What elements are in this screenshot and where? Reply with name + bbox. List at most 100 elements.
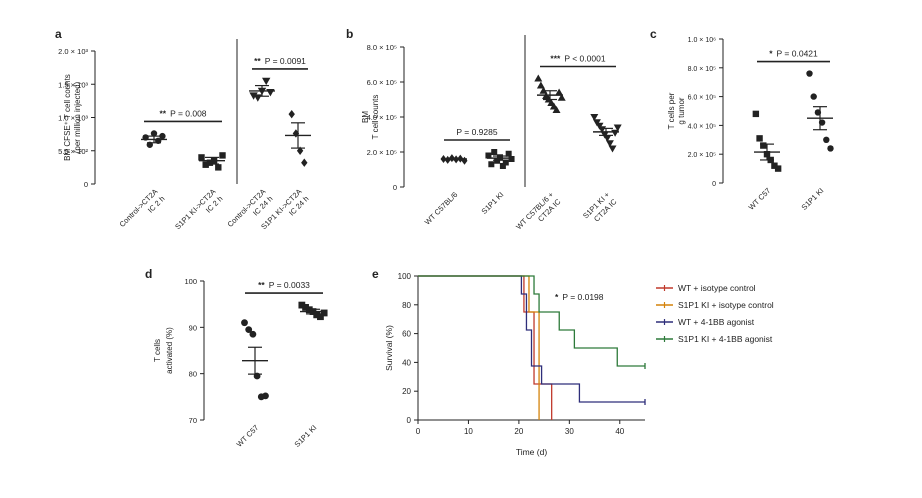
data-point	[552, 106, 561, 113]
data-point	[810, 93, 817, 100]
data-point	[760, 142, 767, 149]
x-group-label: Control->CT2AIC 2 h	[118, 187, 167, 236]
x-tick-label: 20	[514, 427, 523, 436]
data-point	[159, 132, 166, 140]
panel-letter-b: b	[346, 27, 353, 41]
data-point	[241, 319, 248, 327]
x-tick-label: 40	[615, 427, 624, 436]
x-group-label: WT C57	[235, 423, 261, 449]
panel-letter-e: e	[372, 267, 379, 281]
survival-line-2	[418, 275, 645, 403]
x-group-label-line: S1P1 KI	[480, 190, 506, 216]
x-tick-label: 0	[416, 427, 421, 436]
data-point	[302, 304, 309, 311]
data-point	[771, 162, 778, 169]
y-axis-title-line: BM CFSE⁺ T cell counts	[63, 74, 72, 161]
y-axis-title-line: BM	[361, 111, 370, 123]
x-group-label: S1P1 KI	[293, 423, 319, 449]
x-axis-title: Time (d)	[516, 447, 547, 457]
significance-label: ** P = 0.0033	[258, 280, 310, 290]
data-point	[774, 165, 782, 172]
panel-a-bm-cfse-counts: 0 5.0 × 10² 1.0 × 10³ 1.5 × 10³ 2.0 × 10³ BM …	[58, 39, 311, 238]
data-point	[317, 313, 324, 321]
data-point	[752, 110, 760, 118]
data-point	[249, 330, 257, 338]
panel-d-activated-t-cells: 70 80 90 100 T cells activated (%) WT C57 S1P1 …	[153, 277, 328, 449]
data-point	[603, 135, 612, 142]
p-value-text: P < 0.0001	[564, 54, 605, 64]
data-point	[262, 77, 271, 86]
y-tick-label: 5.0 × 10²	[58, 147, 88, 156]
data-point	[823, 136, 830, 143]
significance-label: *** P < 0.0001	[550, 54, 605, 64]
y-tick-label: 4.0 × 10⁵	[367, 113, 397, 122]
data-point	[536, 81, 545, 89]
panel-c-tumor-t-cells: 0 2.0 × 10⁵ 4.0 × 10⁵ 6.0 × 10⁵ 8.0 × 10⁵ 1.0…	[667, 37, 834, 212]
y-tick-label: 0	[407, 416, 412, 425]
x-group-label: WT C57BL/6	[423, 190, 460, 227]
data-point	[613, 124, 622, 132]
data-point	[219, 152, 226, 159]
data-point	[245, 326, 253, 334]
y-tick-label: 20	[402, 387, 411, 396]
data-point	[198, 154, 205, 161]
panel-b-bm-t-cell-counts: 0 2.0 × 10⁵ 4.0 × 10⁵ 6.0 × 10⁵ 8.0 × 10⁵ BM T…	[361, 35, 622, 231]
x-group-label-line: WT C57BL/6	[423, 190, 460, 227]
p-value-text: P = 0.0421	[777, 49, 818, 59]
p-value-text: P = 0.0033	[269, 280, 310, 290]
data-point	[301, 158, 308, 167]
data-point	[266, 89, 275, 97]
y-tick-label: 80	[402, 301, 411, 310]
y-tick-label: 60	[402, 330, 411, 339]
x-group-label-line: S1P1 KI	[293, 423, 319, 449]
data-point	[150, 130, 158, 137]
y-axis-title: Survival (%)	[384, 325, 394, 371]
y-tick-label: 40	[402, 358, 411, 367]
x-group-label: S1P1 KI->CT2AIC 2 h	[173, 187, 224, 238]
x-group-label: S1P1 KI +CT2A IC	[581, 190, 619, 228]
data-point	[313, 311, 321, 319]
data-point	[590, 114, 599, 121]
panel-e-survival-curve: 0 20 40 60 80 100 0 10 20 30 40 Time (d) Survival (%…	[384, 272, 774, 457]
y-tick-label: 1.0 × 10⁶	[688, 37, 716, 44]
y-tick-label: 100	[184, 277, 197, 286]
significance-stars: **	[159, 108, 166, 118]
p-value-text: P = 0.008	[170, 108, 207, 118]
x-group-label-line: S1P1 KI	[800, 186, 826, 212]
data-point	[488, 161, 495, 168]
legend-entry-label: WT + isotype control	[678, 283, 756, 293]
y-axis-title-line: T cell counts	[371, 95, 380, 140]
data-point	[505, 150, 512, 157]
data-point	[298, 301, 306, 309]
data-point	[491, 149, 498, 155]
y-tick-label: 1.0 × 10³	[58, 114, 88, 123]
p-value-text: P = 0.0091	[265, 56, 306, 66]
survival-p-value: * P = 0.0198	[555, 292, 604, 302]
data-point	[249, 92, 258, 100]
data-point	[262, 392, 269, 400]
panel-letter-c: c	[650, 27, 657, 41]
data-point	[485, 152, 492, 159]
significance-stars: *	[769, 49, 773, 59]
y-axis-title-line: (per million injected)	[73, 81, 82, 153]
x-group-label-line: WT C57	[747, 186, 773, 212]
data-point	[288, 109, 295, 119]
panel-letter-a: a	[55, 27, 62, 41]
data-point	[608, 145, 617, 153]
data-point	[215, 164, 222, 171]
y-tick-label: 6.0 × 10⁵	[367, 78, 397, 87]
y-tick-label: 8.0 × 10⁵	[688, 66, 716, 73]
y-tick-label: 2.0 × 10³	[58, 47, 88, 56]
significance-label: P = 0.9285	[456, 127, 497, 137]
y-tick-label: 80	[189, 370, 197, 379]
data-point	[202, 161, 209, 168]
y-tick-label: 4.0 × 10⁵	[688, 123, 716, 130]
data-point	[499, 163, 506, 169]
data-point	[253, 94, 262, 102]
data-point	[827, 145, 834, 152]
y-tick-label: 0	[712, 181, 716, 188]
legend-entry-label: S1P1 KI + isotype control	[678, 300, 774, 310]
x-group-label: WT C57	[747, 186, 773, 212]
y-tick-label: 70	[189, 416, 197, 425]
